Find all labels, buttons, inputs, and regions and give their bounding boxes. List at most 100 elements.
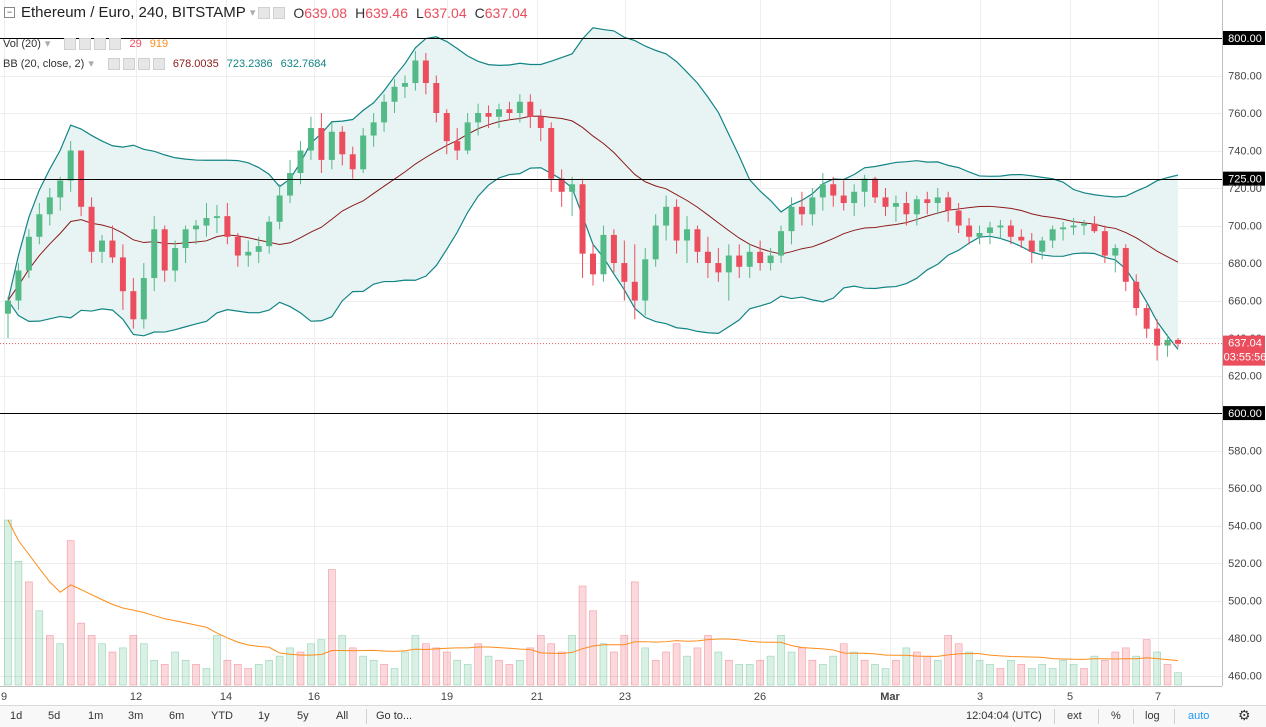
candle-body[interactable] xyxy=(892,203,899,207)
candle-body[interactable] xyxy=(119,257,126,292)
candle-body[interactable] xyxy=(109,240,116,258)
candle-body[interactable] xyxy=(1164,339,1171,346)
candle-body[interactable] xyxy=(819,184,826,198)
range-1d[interactable]: 1d xyxy=(10,710,23,722)
candle-body[interactable] xyxy=(1060,227,1067,230)
candle-body[interactable] xyxy=(213,216,220,219)
candle-body[interactable] xyxy=(516,101,523,114)
candle-body[interactable] xyxy=(412,60,419,84)
candle-body[interactable] xyxy=(464,122,471,151)
range-1m[interactable]: 1m xyxy=(88,710,104,722)
candle-body[interactable] xyxy=(203,218,210,226)
candle-body[interactable] xyxy=(99,240,106,252)
range-5d[interactable]: 5d xyxy=(48,710,61,722)
candle-body[interactable] xyxy=(1091,223,1098,232)
candle-body[interactable] xyxy=(151,229,158,279)
candle-body[interactable] xyxy=(182,229,189,249)
candle-body[interactable] xyxy=(986,227,993,234)
candle-body[interactable] xyxy=(924,199,931,204)
candle-body[interactable] xyxy=(631,281,638,301)
candle-body[interactable] xyxy=(1080,223,1087,226)
volume-indicator-name[interactable]: Vol (20) xyxy=(3,37,41,50)
candle-body[interactable] xyxy=(339,131,346,155)
candle-body[interactable] xyxy=(1112,248,1119,256)
candle-body[interactable] xyxy=(673,206,680,241)
candle-body[interactable] xyxy=(694,229,701,252)
candle-body[interactable] xyxy=(872,178,879,198)
candle-body[interactable] xyxy=(945,197,952,211)
candle-body[interactable] xyxy=(1049,229,1056,241)
candle-body[interactable] xyxy=(830,184,837,196)
candle-body[interactable] xyxy=(788,206,795,232)
candle-body[interactable] xyxy=(861,178,868,192)
candle-body[interactable] xyxy=(78,150,85,207)
settings-icon[interactable] xyxy=(122,57,135,70)
candle-body[interactable] xyxy=(57,180,64,198)
candle-body[interactable] xyxy=(433,83,440,114)
candle-body[interactable] xyxy=(328,131,335,160)
candle-body[interactable] xyxy=(569,184,576,192)
candle-body[interactable] xyxy=(548,128,555,179)
range-6m[interactable]: 6m xyxy=(169,710,185,722)
candle-body[interactable] xyxy=(401,83,408,87)
collapse-icon[interactable]: − xyxy=(4,7,15,18)
candle-body[interactable] xyxy=(224,216,231,237)
candle-body[interactable] xyxy=(1175,339,1181,344)
range-ytd[interactable]: YTD xyxy=(211,710,233,722)
candle-body[interactable] xyxy=(506,109,513,114)
candle-body[interactable] xyxy=(245,251,252,256)
candle-body[interactable] xyxy=(1133,281,1140,309)
candle-body[interactable] xyxy=(579,184,586,254)
chart-area[interactable]: 800.00 780.00 760.00 740.00 725.00 720.00 700.… xyxy=(0,0,1266,703)
candle-body[interactable] xyxy=(381,101,388,123)
candle-body[interactable] xyxy=(172,248,179,271)
candle-body[interactable] xyxy=(422,60,429,84)
candle-body[interactable] xyxy=(276,195,283,222)
candle-body[interactable] xyxy=(704,251,711,264)
candle-body[interactable] xyxy=(495,109,502,117)
candle-body[interactable] xyxy=(370,122,377,136)
range-all[interactable]: All xyxy=(336,710,349,722)
candle-body[interactable] xyxy=(976,233,983,237)
close-icon[interactable] xyxy=(152,57,165,70)
candle-body[interactable] xyxy=(642,259,649,301)
candle-body[interactable] xyxy=(840,195,847,204)
candle-body[interactable] xyxy=(736,255,743,267)
candle-body[interactable] xyxy=(757,251,764,264)
candle-body[interactable] xyxy=(67,150,74,181)
candle-body[interactable] xyxy=(1154,328,1161,346)
candle-body[interactable] xyxy=(1143,308,1150,329)
candle-body[interactable] xyxy=(1070,225,1077,228)
candle-body[interactable] xyxy=(391,86,398,102)
candle-body[interactable] xyxy=(36,214,43,237)
percent-toggle[interactable]: % xyxy=(1111,710,1121,722)
candle-body[interactable] xyxy=(443,113,450,142)
candle-body[interactable] xyxy=(1039,240,1046,252)
candle-body[interactable] xyxy=(307,128,314,151)
candle-body[interactable] xyxy=(130,291,137,320)
candle-body[interactable] xyxy=(297,150,304,174)
candle-body[interactable] xyxy=(715,263,722,273)
dropdown-icon[interactable]: ▾ xyxy=(88,58,94,70)
candle-body[interactable] xyxy=(287,173,294,196)
candle-body[interactable] xyxy=(851,191,858,204)
candle-body[interactable] xyxy=(5,300,11,314)
goto-button[interactable]: Go to... xyxy=(376,710,413,722)
candle-body[interactable] xyxy=(684,229,691,241)
format-icon[interactable] xyxy=(273,6,286,19)
candle-body[interactable] xyxy=(255,246,262,252)
log-toggle[interactable]: log xyxy=(1145,710,1160,722)
candle-body[interactable] xyxy=(537,116,544,129)
visibility-icon[interactable] xyxy=(64,37,77,50)
candle-body[interactable] xyxy=(234,236,241,256)
symbol-title[interactable]: Ethereum / Euro, 240, BITSTAMP xyxy=(21,4,246,21)
settings-icon[interactable] xyxy=(258,6,271,19)
candle-body[interactable] xyxy=(140,278,147,320)
move-icon[interactable] xyxy=(137,57,150,70)
candle-body[interactable] xyxy=(778,231,785,256)
visibility-icon[interactable] xyxy=(107,57,120,70)
range-3m[interactable]: 3m xyxy=(128,710,144,722)
candle-body[interactable] xyxy=(600,234,607,275)
candle-body[interactable] xyxy=(913,199,920,215)
